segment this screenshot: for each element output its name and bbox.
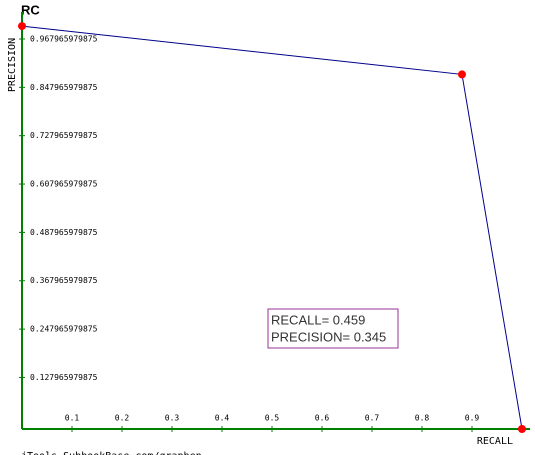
annotation: PRECISION= 0.345 <box>271 329 386 344</box>
x-tick-label: 0.6 <box>315 414 330 423</box>
y-tick-label: 0.727965979875 <box>30 131 98 140</box>
chart-title: RC <box>21 2 40 17</box>
y-tick-label: 0.247965979875 <box>30 325 98 334</box>
y-tick-label: 0.487965979875 <box>30 228 98 237</box>
point <box>18 22 26 31</box>
y-axis-label: PRECISION <box>7 38 18 92</box>
y-tick-label: 0.607965979875 <box>30 180 98 189</box>
x-tick-label: 0.9 <box>465 414 480 423</box>
x-axis-label: RECALL <box>477 436 513 447</box>
x-tick-label: 0.3 <box>165 414 180 423</box>
x-tick-label: 0.2 <box>115 414 130 423</box>
point <box>458 70 466 79</box>
y-tick-label: 0.847965979875 <box>30 83 98 92</box>
footer: jTools.SubbookBase.com/graphen <box>21 451 202 455</box>
x-tick-label: 0.8 <box>415 414 430 423</box>
point <box>518 425 526 433</box>
y-tick-label: 0.127965979875 <box>30 373 98 382</box>
annotation-box <box>267 308 399 349</box>
x-tick-label: 0.4 <box>215 414 230 423</box>
x-tick-label: 0.5 <box>265 414 280 423</box>
x-tick-label: 0.1 <box>65 414 80 423</box>
y-tick-label: 0.967965979875 <box>30 34 98 43</box>
x-tick-label: 0.7 <box>365 414 380 423</box>
y-tick-label: 0.367965979875 <box>30 276 98 285</box>
annotation: RECALL= 0.459 <box>271 312 365 327</box>
